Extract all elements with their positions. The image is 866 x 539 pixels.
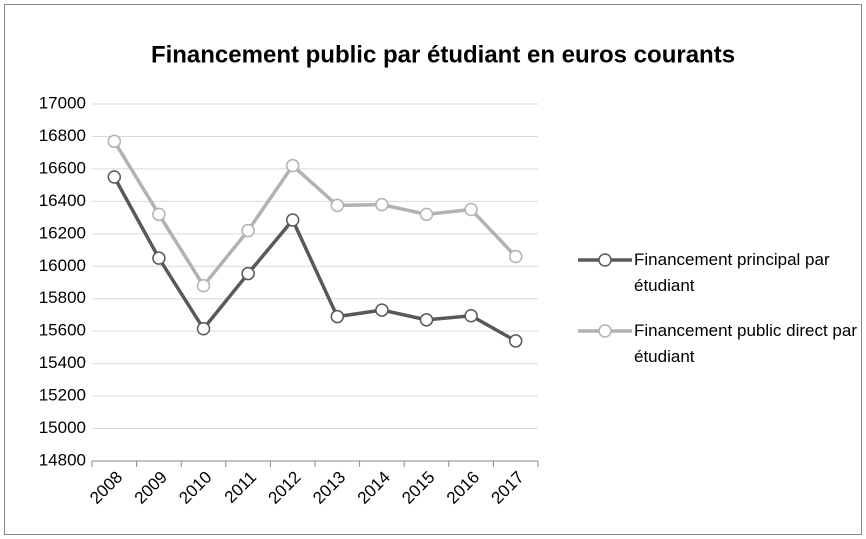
point-marker: [464, 309, 478, 323]
y-tick-label: 15600: [39, 321, 86, 340]
legend-marker: [598, 324, 612, 338]
chart-title: Financement public par étudiant en euros…: [151, 41, 735, 68]
point-marker: [107, 170, 122, 184]
y-tick-label: 17000: [39, 93, 86, 112]
point-marker: [330, 198, 345, 213]
y-tick-label: 15800: [39, 288, 86, 307]
y-tick-label: 16200: [39, 223, 86, 242]
point-marker: [241, 266, 255, 281]
point-marker: [464, 202, 478, 217]
y-tick-label: 16800: [39, 126, 86, 145]
point-marker: [241, 223, 255, 238]
point-marker: [508, 249, 523, 264]
point-marker: [107, 134, 122, 149]
series-line: [112, 140, 517, 289]
y-tick-label: 16400: [39, 191, 86, 210]
point-marker: [419, 207, 434, 222]
legend-marker: [598, 253, 612, 267]
point-marker: [196, 278, 211, 293]
point-marker: [152, 251, 166, 265]
legend-label: Financement public direct par étudiant: [634, 321, 858, 366]
y-tick-label: 15200: [39, 386, 86, 405]
legend-label: Financement principal par étudiant: [634, 250, 830, 295]
point-marker: [508, 334, 523, 348]
point-marker: [375, 303, 389, 317]
y-tick-label: 16600: [39, 158, 86, 177]
y-tick-label: 16000: [39, 256, 86, 275]
chart-border: [4, 4, 862, 535]
point-marker: [330, 309, 345, 324]
y-tick-label: 15000: [39, 418, 86, 437]
point-marker: [285, 158, 300, 173]
y-tick-label: 15400: [39, 353, 86, 372]
series-line: [112, 176, 517, 343]
point-marker: [196, 321, 211, 336]
y-tick-label: 14800: [39, 450, 86, 469]
point-marker: [375, 197, 389, 212]
point-marker: [152, 207, 166, 222]
point-marker: [419, 313, 434, 327]
point-marker: [285, 213, 300, 227]
